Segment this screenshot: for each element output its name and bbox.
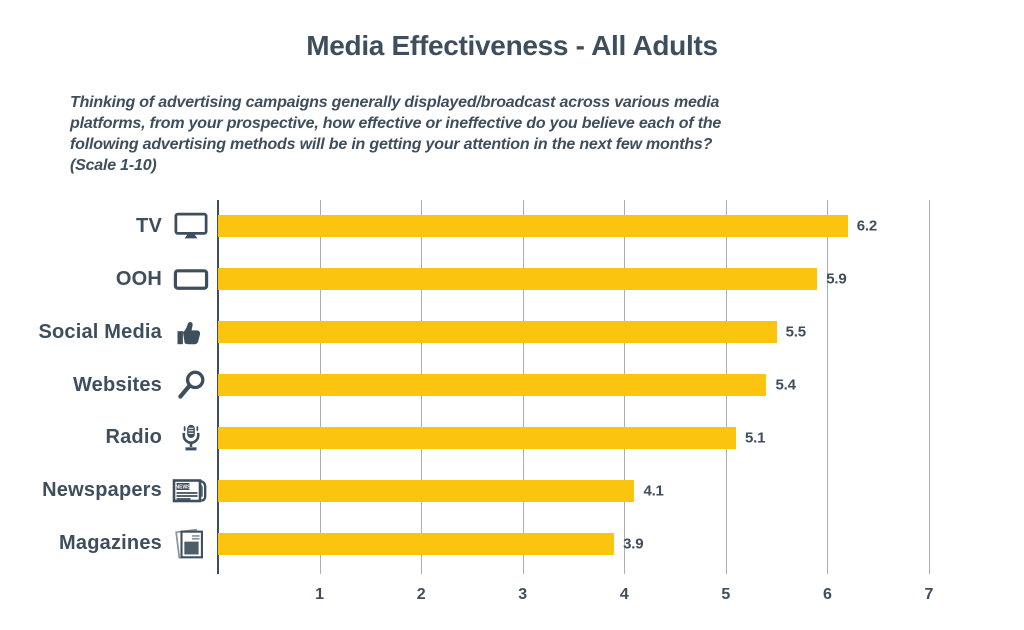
- gridline-6: [827, 200, 829, 574]
- x-tick-label-2: 2: [416, 586, 426, 603]
- category-text-newspapers: Newspapers: [42, 479, 162, 502]
- x-tick-label-5: 5: [721, 586, 731, 603]
- bar-radio: [218, 426, 736, 449]
- newspaper-icon: NEWS: [171, 473, 211, 509]
- svg-text:NEWS: NEWS: [176, 484, 192, 490]
- category-label-websites: Websites: [0, 367, 211, 403]
- value-label-websites: 5.4: [775, 376, 796, 394]
- chart-subtitle: Thinking of advertising campaigns genera…: [70, 94, 722, 174]
- billboard-icon: [171, 261, 211, 297]
- bar-social-media: [218, 321, 777, 344]
- category-text-websites: Websites: [72, 373, 162, 396]
- value-label-newspapers: 4.1: [643, 482, 664, 500]
- x-tick-label-1: 1: [315, 586, 325, 603]
- value-label-social-media: 5.5: [785, 323, 806, 341]
- value-label-radio: 5.1: [745, 429, 766, 447]
- value-label-tv: 6.2: [856, 217, 877, 235]
- category-label-magazines: Magazines: [0, 526, 211, 562]
- category-label-ooh: OOH: [0, 261, 211, 297]
- category-label-newspapers: Newspapers NEWS: [0, 473, 211, 509]
- bar-newspapers: [218, 479, 635, 502]
- plot-area: 1 2 3 4 5 6 7 TV 6.2 OOH 5.9 Social Media 5.5 Website…: [38, 200, 933, 603]
- bar-websites: [218, 374, 767, 396]
- bar-ooh: [218, 268, 818, 291]
- x-tick-label-3: 3: [518, 586, 528, 603]
- category-text-tv: TV: [136, 214, 162, 237]
- category-text-radio: Radio: [105, 426, 162, 449]
- value-label-magazines: 3.9: [623, 535, 644, 553]
- category-text-ooh: OOH: [115, 267, 162, 290]
- category-label-tv: TV: [0, 208, 211, 244]
- magazine-icon: [171, 526, 211, 562]
- magnifier-icon: [171, 367, 211, 403]
- category-label-radio: Radio: [0, 420, 211, 456]
- category-text-social-media: Social Media: [38, 320, 162, 343]
- x-tick-label-7: 7: [924, 586, 934, 603]
- category-text-magazines: Magazines: [59, 532, 162, 555]
- tv-icon: [171, 208, 211, 244]
- bar-magazines: [218, 532, 615, 555]
- chart-title: Media Effectiveness - All Adults: [306, 30, 718, 61]
- microphone-icon: [171, 420, 211, 456]
- x-tick-label-6: 6: [822, 586, 832, 603]
- category-label-social-media: Social Media: [0, 314, 211, 350]
- value-label-ooh: 5.9: [826, 270, 847, 288]
- gridline-7: [929, 200, 930, 574]
- bar-tv: [218, 215, 848, 238]
- x-tick-label-4: 4: [619, 586, 629, 603]
- thumbs-up-icon: [171, 314, 211, 350]
